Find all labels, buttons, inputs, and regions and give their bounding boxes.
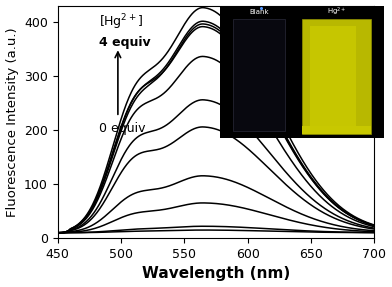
Bar (302, 19, 371, 134)
Text: Blank: Blank (249, 9, 269, 15)
Text: 4 equiv: 4 equiv (99, 36, 151, 49)
X-axis label: Wavelength (nm): Wavelength (nm) (142, 266, 290, 282)
Text: Hg$^{2+}$: Hg$^{2+}$ (327, 6, 346, 18)
Bar (302, 126, 371, 134)
Text: 0 equiv: 0 equiv (99, 122, 145, 135)
Bar (233, 19, 285, 131)
Text: [Hg$^{2+}$]: [Hg$^{2+}$] (99, 13, 143, 32)
Y-axis label: Fluorescence Intensity (a.u.): Fluorescence Intensity (a.u.) (5, 27, 18, 217)
Bar (310, 26, 356, 131)
